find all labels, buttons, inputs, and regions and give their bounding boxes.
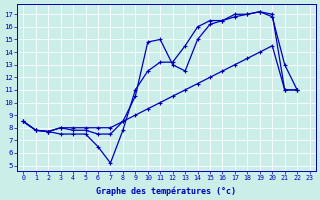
X-axis label: Graphe des températures (°c): Graphe des températures (°c) [96,186,236,196]
